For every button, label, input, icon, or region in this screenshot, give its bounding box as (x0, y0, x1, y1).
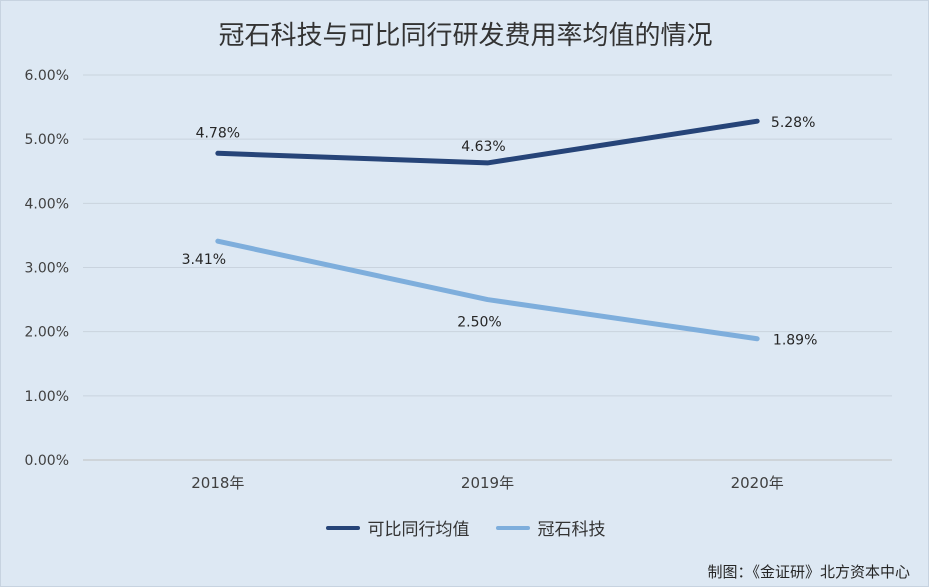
legend: 可比同行均值 冠石科技 (1, 515, 929, 540)
y-tick-label: 3.00% (25, 261, 69, 277)
x-tick-label: 2018年 (191, 474, 244, 492)
legend-label-company: 冠石科技 (537, 520, 606, 540)
data-label: 1.89% (773, 333, 817, 349)
data-label: 5.28% (771, 115, 815, 131)
legend-item-peer-average: 可比同行均值 (325, 515, 470, 540)
x-tick-label: 2019年 (461, 474, 514, 492)
y-tick-label: 1.00% (25, 389, 69, 405)
series-line-peer-average (215, 118, 760, 166)
data-label: 4.63% (461, 139, 505, 155)
legend-item-company: 冠石科技 (495, 515, 606, 540)
series-line-company (215, 238, 760, 342)
source-note: 制图：《金证研》北方资本中心 (707, 563, 910, 581)
y-tick-label: 6.00% (25, 68, 69, 84)
data-label: 3.41% (182, 252, 226, 268)
legend-swatch-peer-average (325, 525, 360, 530)
line-chart: 0.00% 1.00% 2.00% 3.00% 4.00% 5.00% 6.00% 2018年… (25, 68, 892, 492)
legend-swatch-company (495, 525, 530, 530)
data-label: 2.50% (457, 315, 501, 331)
y-tick-label: 5.00% (25, 132, 69, 148)
y-tick-label: 4.00% (25, 196, 69, 212)
y-tick-label: 2.00% (25, 325, 69, 341)
x-tick-label: 2020年 (731, 474, 784, 492)
chart-title: 冠石科技与可比同行研发费用率均值的情况 (218, 21, 713, 51)
data-label: 4.78% (196, 125, 240, 141)
legend-label-peer-average: 可比同行均值 (367, 520, 470, 540)
y-tick-label: 0.00% (25, 453, 69, 469)
